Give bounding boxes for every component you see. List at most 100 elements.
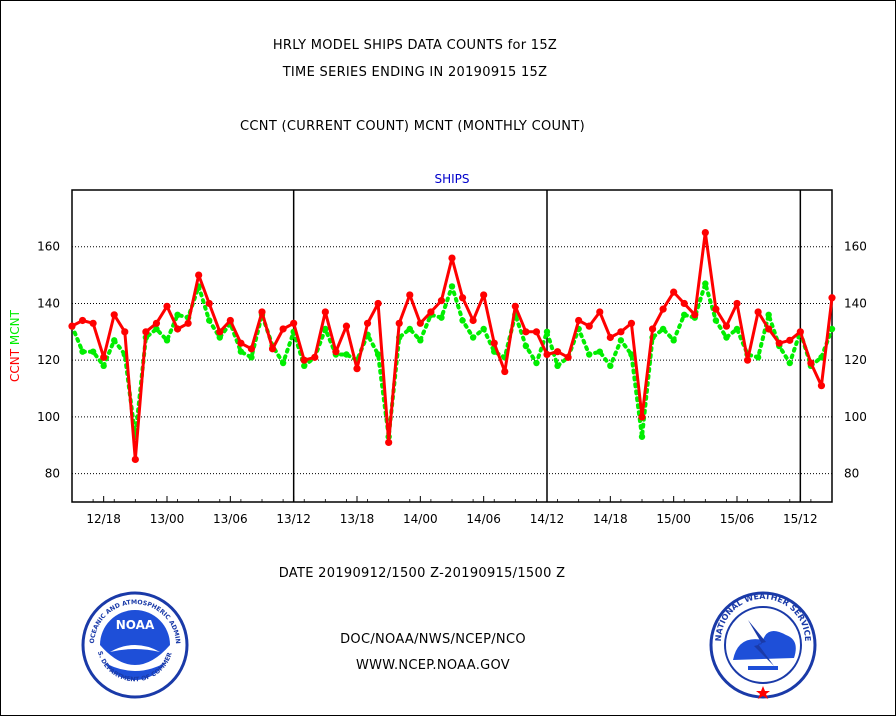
point-ccnt-4	[110, 311, 118, 319]
point-ccnt-50	[596, 308, 604, 316]
point-ccnt-39	[480, 291, 488, 299]
noaa-logo: NOAA NATIONAL OCEANIC AND ATMOSPHERIC AD…	[80, 590, 189, 699]
star-icon	[756, 686, 770, 699]
point-ccnt-7	[142, 328, 150, 336]
point-mcnt-43	[522, 342, 530, 350]
x-tick-label-10: 15/06	[720, 512, 755, 526]
y-tick-right-100: 100	[844, 410, 867, 424]
point-mcnt-13	[206, 317, 213, 324]
point-ccnt-0	[68, 322, 76, 330]
y-axis-label-mcnt: MCNT	[8, 309, 22, 345]
point-ccnt-17	[247, 345, 256, 353]
point-ccnt-60	[701, 228, 709, 237]
point-ccnt-31	[395, 319, 403, 327]
point-ccnt-42	[511, 302, 519, 310]
point-ccnt-15	[226, 316, 234, 325]
point-mcnt-3	[100, 362, 107, 370]
point-ccnt-52	[617, 328, 625, 336]
point-mcnt-68	[786, 359, 793, 367]
point-ccnt-1	[78, 316, 87, 325]
point-ccnt-13	[205, 299, 213, 308]
point-mcnt-24	[322, 325, 329, 333]
point-ccnt-49	[585, 322, 593, 330]
point-mcnt-51	[607, 362, 614, 370]
point-mcnt-66	[765, 311, 772, 318]
point-ccnt-36	[448, 254, 456, 262]
url-text: WWW.NCEP.NOAA.GOV	[355, 658, 511, 673]
point-mcnt-29	[374, 351, 382, 358]
point-mcnt-54	[638, 433, 646, 440]
header-line-2: TIME SERIES ENDING IN 20190915 15Z	[282, 65, 548, 80]
point-ccnt-27	[353, 365, 361, 373]
point-mcnt-60	[702, 280, 709, 287]
point-mcnt-62	[723, 334, 730, 341]
point-mcnt-63	[733, 325, 741, 333]
point-ccnt-45	[543, 350, 551, 359]
x-tick-label-1: 13/00	[150, 512, 185, 526]
point-ccnt-16	[237, 339, 245, 347]
point-ccnt-26	[342, 322, 351, 330]
x-tick-label-0: 12/18	[86, 512, 121, 526]
point-mcnt-58	[681, 311, 688, 318]
point-mcnt-53	[628, 351, 635, 358]
point-ccnt-21	[290, 319, 298, 327]
point-ccnt-33	[416, 319, 424, 327]
point-ccnt-3	[100, 353, 108, 361]
point-mcnt-2	[89, 348, 97, 355]
point-ccnt-18	[258, 308, 266, 316]
point-ccnt-32	[406, 291, 414, 299]
x-tick-label-2: 13/06	[213, 512, 248, 526]
point-ccnt-28	[363, 319, 372, 327]
point-ccnt-19	[268, 345, 277, 353]
point-ccnt-5	[121, 328, 129, 336]
point-mcnt-71	[818, 354, 825, 361]
point-mcnt-8	[153, 325, 160, 333]
point-mcnt-17	[248, 354, 255, 361]
x-tick-label-4: 13/18	[340, 512, 375, 526]
point-ccnt-71	[817, 382, 826, 390]
point-ccnt-67	[775, 339, 783, 347]
point-ccnt-54	[638, 413, 646, 421]
point-ccnt-58	[680, 299, 688, 308]
point-ccnt-46	[553, 348, 562, 356]
point-ccnt-22	[300, 356, 308, 364]
y-tick-right-160: 160	[844, 240, 867, 254]
point-mcnt-35	[438, 314, 445, 321]
point-ccnt-70	[807, 359, 815, 367]
y-tick-left-100: 100	[37, 410, 60, 424]
point-mcnt-32	[406, 325, 413, 333]
point-ccnt-72	[828, 294, 836, 302]
date-range: DATE 20190912/1500 Z-20190915/1500 Z	[278, 566, 566, 581]
point-ccnt-62	[722, 322, 731, 330]
y-tick-left-80: 80	[45, 467, 60, 481]
point-ccnt-44	[532, 328, 541, 336]
point-ccnt-55	[648, 325, 657, 333]
point-mcnt-1	[79, 348, 86, 355]
point-mcnt-10	[174, 311, 181, 318]
point-ccnt-11	[184, 319, 192, 327]
x-tick-label-11: 15/12	[783, 512, 818, 526]
point-mcnt-57	[670, 337, 677, 344]
y-tick-right-120: 120	[844, 353, 867, 367]
point-ccnt-65	[754, 308, 762, 316]
point-ccnt-38	[469, 316, 477, 325]
y-tick-left-160: 160	[37, 240, 60, 254]
x-tick-label-8: 14/18	[593, 512, 628, 526]
point-ccnt-43	[522, 328, 530, 336]
point-ccnt-35	[437, 297, 446, 305]
point-mcnt-26	[343, 351, 350, 358]
point-ccnt-37	[458, 294, 467, 302]
point-ccnt-29	[374, 299, 382, 308]
point-mcnt-46	[554, 362, 561, 370]
plot-area	[71, 189, 833, 503]
point-ccnt-48	[575, 316, 583, 325]
point-ccnt-12	[195, 271, 203, 279]
header-line-3: CCNT (CURRENT COUNT) MCNT (MONTHLY COUNT…	[240, 119, 585, 134]
y-tick-right-80: 80	[844, 467, 859, 481]
point-mcnt-33	[417, 337, 424, 344]
point-mcnt-61	[712, 317, 720, 324]
point-mcnt-37	[459, 317, 466, 324]
point-ccnt-8	[152, 319, 161, 327]
y-axis-label: CCNT MCNT	[8, 309, 22, 382]
